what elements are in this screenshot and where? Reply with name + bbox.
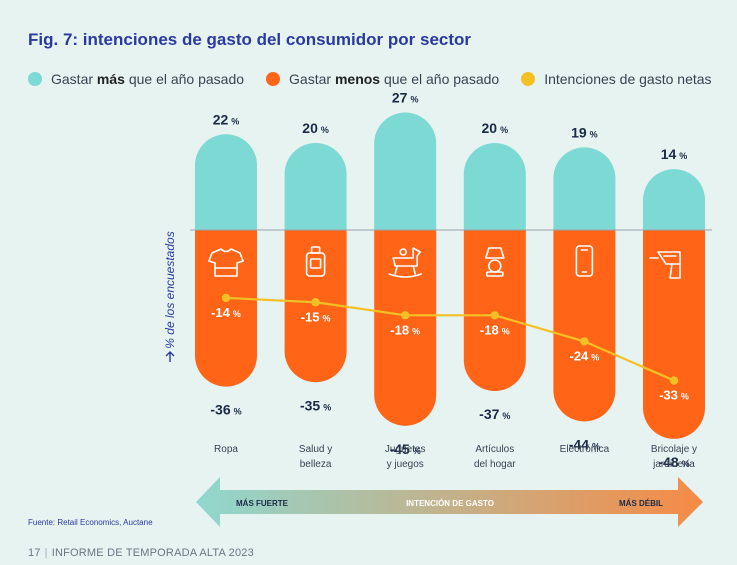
source-note: Fuente: Retail Economics, Auctane [28, 518, 153, 527]
net-point [221, 293, 231, 303]
bar-more [194, 134, 257, 230]
net-value-label: -33% [659, 388, 689, 403]
page-footer: 17 | INFORME DE TEMPORADA ALTA 2023 [28, 547, 254, 559]
net-value-label: -14% [211, 305, 241, 320]
legend-dot-less [266, 72, 281, 86]
value-label-less: -48% [658, 454, 689, 470]
net-value-label: -18% [480, 322, 510, 337]
tshirt-icon [208, 248, 244, 277]
legend: Gastar más que el año pasado Gastar meno… [28, 70, 734, 88]
report-name: INFORME DE TEMPORADA ALTA 2023 [51, 547, 254, 559]
lamp-icon [484, 247, 505, 277]
spending-intention-arrow [196, 477, 703, 527]
value-label-less: -35% [300, 397, 331, 413]
arrow-label-right: MÁS DÉBIL [619, 499, 663, 508]
value-label-more: 14% [661, 146, 688, 162]
bar-more [463, 143, 526, 230]
net-point [311, 298, 320, 307]
value-label-more: 27% [392, 90, 419, 106]
net-point [490, 311, 499, 320]
net-line [225, 296, 675, 382]
value-label-more: 22% [213, 111, 240, 127]
svg-text:% de los encuestados: % de los encuestados [163, 231, 177, 348]
value-label-more: 19% [571, 124, 598, 140]
legend-item-less: Gastar menos que el año pasado [266, 71, 499, 87]
category-label: Juguetes y juegos [385, 444, 426, 470]
value-label-less: -45% [390, 441, 421, 457]
net-value-label: -15% [301, 309, 331, 324]
value-label-less: -44% [569, 436, 600, 452]
category-label: Ropa [214, 444, 238, 455]
y-axis-label: % de los encuestados [163, 231, 177, 362]
bar-less [374, 230, 437, 426]
chart-title: Fig. 7: intenciones de gasto del consumi… [28, 30, 472, 49]
category-label: Bricolaje y jardinería [651, 444, 697, 470]
net-point [669, 376, 679, 385]
legend-item-more: Gastar más que el año pasado [28, 71, 244, 87]
net-point [401, 311, 410, 320]
smartphone-icon [575, 245, 594, 277]
perfume-bottle-icon [305, 246, 326, 277]
bar-less [463, 230, 526, 391]
net-value-label: -18% [390, 322, 420, 337]
arrow-label-left: MÁS FUERTE [236, 499, 289, 508]
net-value-label: -24% [569, 348, 599, 363]
legend-label-more: Gastar más que el año pasado [51, 71, 245, 87]
legend-dot-more [28, 72, 42, 86]
bar-less [195, 230, 257, 387]
bar-more [643, 169, 705, 230]
bar-less [553, 230, 616, 422]
legend-label-less: Gastar menos que el año pasado [289, 71, 500, 87]
legend-dot-net [521, 72, 536, 86]
category-label: Electrónica [560, 444, 610, 455]
legend-label-net: Intenciones de gasto netas [544, 71, 712, 87]
bar-less [643, 230, 705, 439]
category-label: Artículos del hogar [474, 444, 516, 470]
bar-more [374, 112, 437, 230]
arrow-label-center: INTENCIÓN DE GASTO [406, 499, 494, 508]
page-number: 17 [28, 547, 41, 559]
rocking-horse-icon [388, 247, 423, 278]
bar-more [284, 143, 347, 230]
category-label: Salud y belleza [299, 444, 332, 470]
value-label-more: 20% [482, 120, 509, 136]
drill-icon [649, 251, 681, 279]
footer-separator: | [44, 547, 48, 559]
value-label-less: -37% [479, 406, 510, 422]
bar-more [553, 147, 616, 230]
y-axis-arrow-icon [165, 351, 175, 362]
legend-item-net: Intenciones de gasto netas [521, 71, 712, 87]
value-label-less: -36% [210, 402, 241, 418]
net-point [580, 337, 589, 346]
value-label-more: 20% [302, 120, 329, 136]
